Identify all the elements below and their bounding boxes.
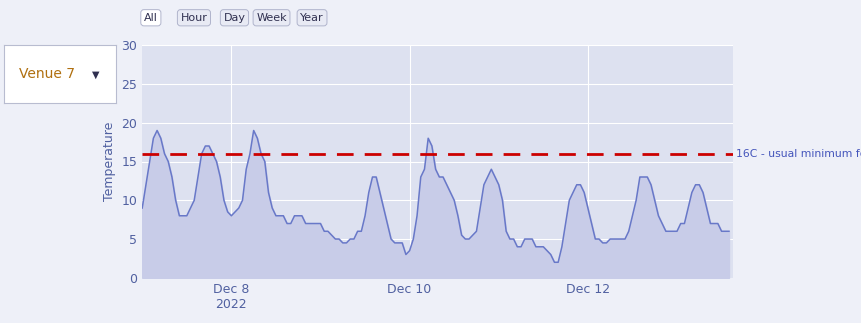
Text: Venue 7: Venue 7 [19,67,75,81]
Text: Day: Day [223,13,245,23]
Text: ▼: ▼ [92,69,100,79]
Text: Hour: Hour [180,13,208,23]
Text: 16C - usual minimum for children: 16C - usual minimum for children [734,149,861,159]
Text: All: All [144,13,158,23]
Text: Week: Week [256,13,287,23]
Text: Year: Year [300,13,324,23]
Y-axis label: Temperature: Temperature [102,122,115,201]
